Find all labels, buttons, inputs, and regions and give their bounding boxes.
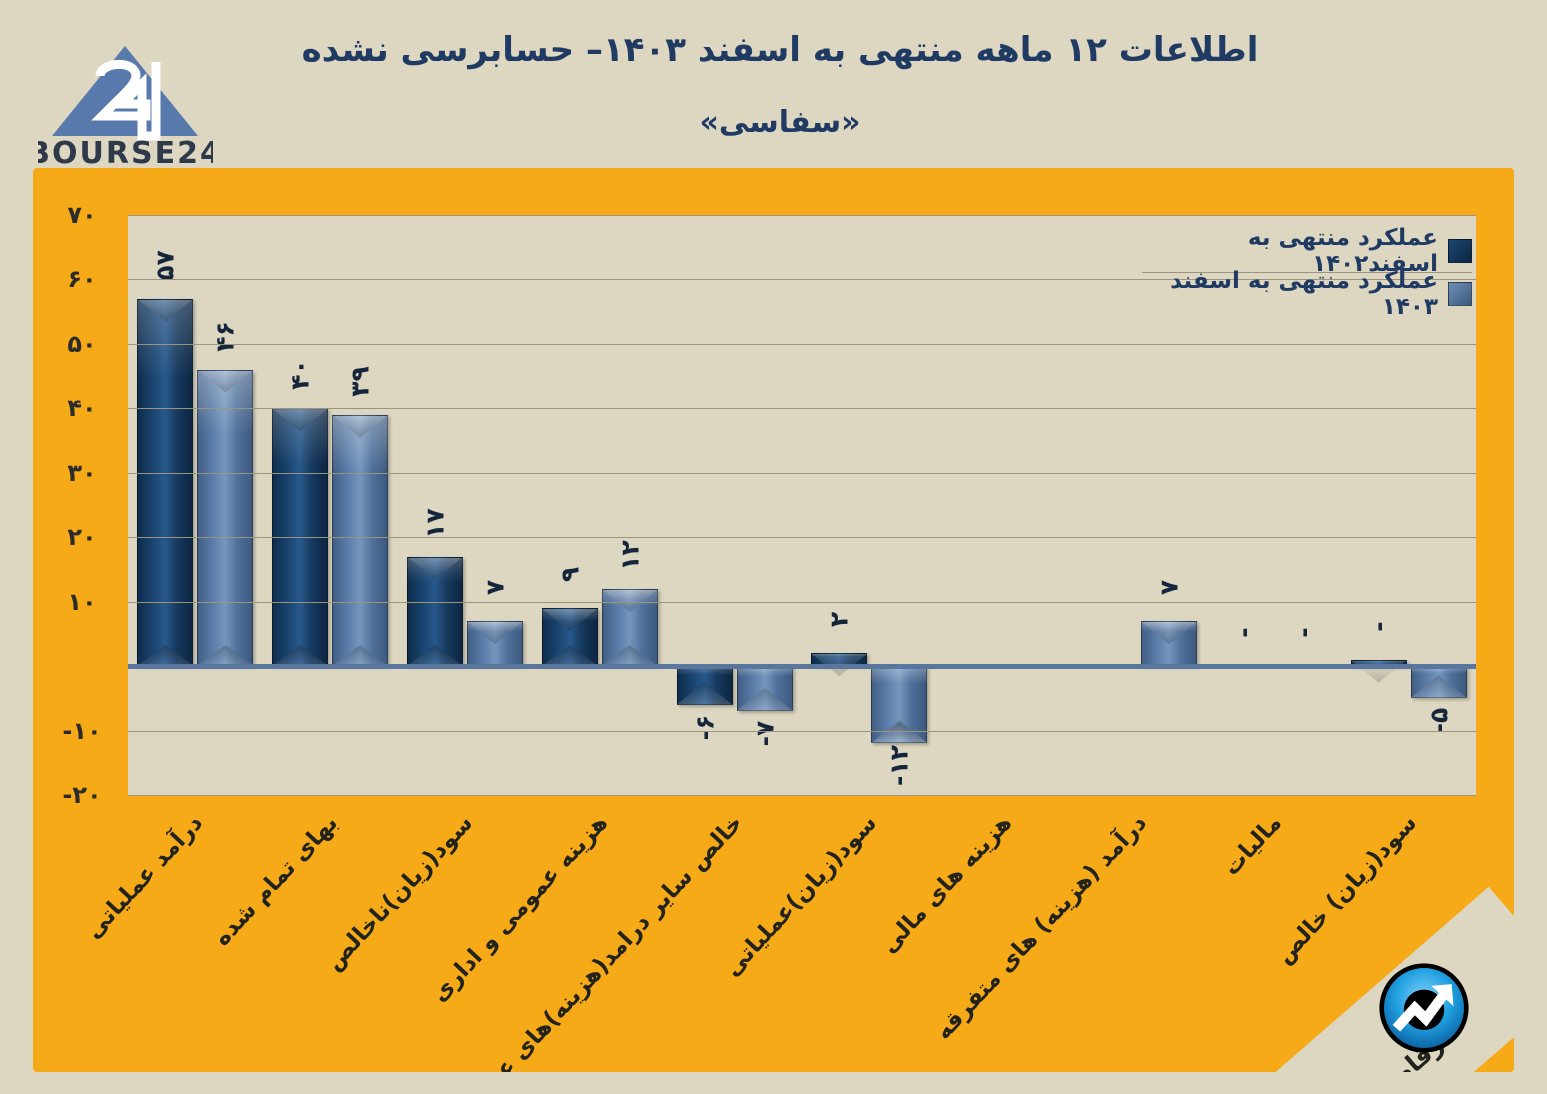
legend-label-1402: عملکرد منتهی به اسفند۱۴۰۲: [1247, 225, 1438, 277]
bar-value-label: ۹: [555, 566, 585, 583]
trend-arrow-icon: [1379, 963, 1469, 1053]
bar-1403: [1410, 666, 1467, 699]
x-axis-label: سود(زیان)عملیاتی: [719, 810, 883, 982]
bar-1402: [676, 666, 733, 705]
bar-value-label: ۱۷: [420, 507, 450, 539]
gridline: [128, 730, 1476, 732]
legend-label-1403: عملکرد منتهی به اسفند ۱۴۰۳: [1170, 268, 1438, 320]
bar-bevel-bottom: [138, 645, 193, 666]
bar-value-label: -: [1364, 620, 1394, 632]
bar-value-label: ۱۲: [615, 540, 645, 571]
y-axis-tick: -۱۰: [62, 716, 102, 745]
bar-bevel-bottom: [542, 645, 597, 666]
gridline: [128, 601, 1476, 603]
chart-legend: عملکرد منتهی به اسفند۱۴۰۲ عملکرد منتهی ب…: [1142, 225, 1472, 320]
bar-1402: [407, 556, 463, 667]
gridline: [128, 537, 1476, 539]
y-axis-tick: ۳۰: [67, 458, 97, 487]
bar-bevel-top: [138, 299, 193, 322]
svg-text:BOURSE24: BOURSE24: [38, 136, 213, 167]
bar-1403: [467, 621, 523, 667]
page-title: اطلاعات ۱۲ ماهه منتهی به اسفند ۱۴۰۳– حسا…: [301, 30, 1259, 70]
bar-value-label: ۴۰: [285, 359, 315, 391]
bar-bevel-bottom: [198, 645, 253, 666]
y-axis-tick: ۷۰: [67, 201, 97, 229]
y-axis-tick: -۲۰: [62, 781, 102, 809]
zero-axis-line: [128, 664, 1476, 670]
bar-1403: [871, 666, 928, 744]
y-axis-tick: ۲۰: [67, 523, 97, 552]
bar-value-label: -۵: [1424, 708, 1454, 734]
bar-bevel-top: [273, 409, 328, 432]
x-axis-label: بهای تمام شده: [209, 810, 344, 952]
bar-value-label: ۷: [1154, 579, 1184, 596]
gridline: [128, 408, 1476, 410]
chart-panel: -۲۰ -۱۰ ۱۰ ۲۰ ۳۰ ۴۰ ۵۰ ۶۰ ۷۰ ۵۷ ۴۶ ۴۰ ۳۹ ۱۷ ۷ ۹ ۱۲ -۶ -۷ ۲…: [33, 168, 1514, 1072]
bourse24-logo: BOURSE24: [38, 32, 213, 167]
x-axis-label: سود(زیان)ناخالص: [320, 810, 479, 976]
bar-value-label: -۷: [750, 720, 780, 747]
bar-bevel-bottom: [333, 645, 388, 666]
bourse24-logo-mark: BOURSE24: [38, 46, 213, 167]
y-axis: -۲۰ -۱۰ ۱۰ ۲۰ ۳۰ ۴۰ ۵۰ ۶۰ ۷۰: [33, 201, 121, 809]
bar-value-label: -۱۲: [884, 745, 914, 787]
bar-1403: [332, 414, 389, 667]
gridline: [128, 472, 1476, 474]
bar-bevel-top: [408, 557, 462, 580]
x-axis-label: درآمد عملیاتی: [81, 810, 209, 944]
bar-bevel-top: [542, 609, 597, 632]
bar-bevel-top: [1142, 622, 1196, 644]
bar-1402: [137, 298, 194, 667]
bar-value-label: ۴۶: [210, 320, 240, 352]
corner-ribbon: ارقام به میلیارد تومان: [1184, 847, 1514, 1072]
bar-bevel-top: [468, 622, 522, 644]
bar-value-label: ۳۹: [345, 366, 375, 397]
gridline: [128, 215, 1476, 216]
page-subtitle: «سفاسی»: [699, 105, 861, 140]
gridline: [128, 343, 1476, 345]
bar-value-label: ۲: [824, 612, 854, 628]
legend-swatch-1403-icon: [1448, 282, 1472, 306]
bar-bevel-bottom: [408, 645, 462, 666]
bar-bevel-bottom: [602, 645, 657, 666]
y-axis-tick: ۴۰: [67, 394, 97, 423]
bar-bevel-bottom: [273, 645, 328, 666]
bar-1403: [1141, 621, 1197, 667]
bar-value-label: ۵۷: [150, 250, 180, 281]
legend-item-1402: عملکرد منتهی به اسفند۱۴۰۲: [1142, 225, 1472, 277]
bar-1403: [601, 588, 658, 667]
y-axis-tick: ۱۰: [67, 587, 97, 616]
bar-bevel-top: [198, 370, 253, 393]
bars-layer: ۵۷ ۴۶ ۴۰ ۳۹ ۱۷ ۷ ۹ ۱۲ -۶ -۷ ۲ -۱۲ ۷ - - - -۵: [128, 215, 1476, 795]
bar-value-label: -: [1289, 627, 1319, 638]
bar-1403: [197, 369, 254, 667]
y-axis-tick: ۶۰: [67, 265, 97, 294]
x-axis-label: هزینه های مالی: [876, 810, 1018, 959]
bar-value-label: -: [1229, 627, 1259, 638]
legend-item-1403: عملکرد منتهی به اسفند ۱۴۰۳: [1142, 268, 1472, 320]
bar-bevel-top: [333, 415, 388, 438]
plot-area: ۵۷ ۴۶ ۴۰ ۳۹ ۱۷ ۷ ۹ ۱۲ -۶ -۷ ۲ -۱۲ ۷ - - - -۵: [128, 215, 1476, 796]
gridline: [128, 795, 1476, 796]
gridline: [128, 279, 1476, 281]
bar-1402: [272, 408, 329, 667]
y-axis-tick: ۵۰: [67, 329, 97, 358]
legend-swatch-1402-icon: [1448, 239, 1472, 263]
bar-value-label: -۶: [690, 714, 720, 741]
bar-value-label: ۷: [480, 579, 510, 596]
bar-1402: [541, 608, 598, 667]
